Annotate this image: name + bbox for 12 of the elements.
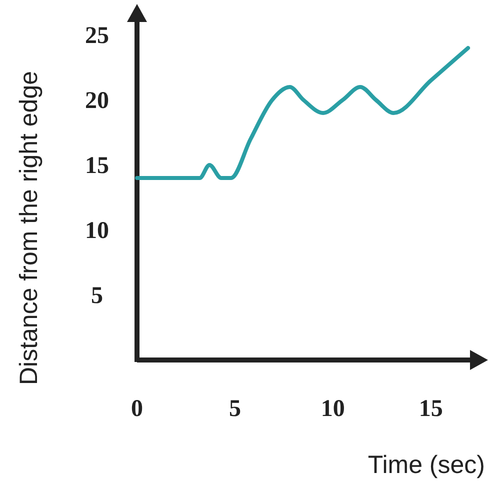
x-tick-label: 0: [131, 396, 143, 422]
y-axis-title: Distance from the right edge: [15, 70, 43, 386]
y-tick-label: 20: [85, 88, 109, 114]
y-tick-label: 10: [85, 218, 109, 244]
x-axis-title: Time (sec): [368, 451, 485, 479]
x-tick-label: 5: [228, 396, 241, 422]
x-tick-label: 10: [320, 396, 345, 422]
x-tick-label: 15: [418, 396, 443, 422]
y-tick-label: 25: [85, 23, 109, 49]
y-tick-label: 5: [91, 283, 103, 309]
line-series: [135, 46, 470, 180]
y-tick-label: 15: [85, 153, 109, 179]
